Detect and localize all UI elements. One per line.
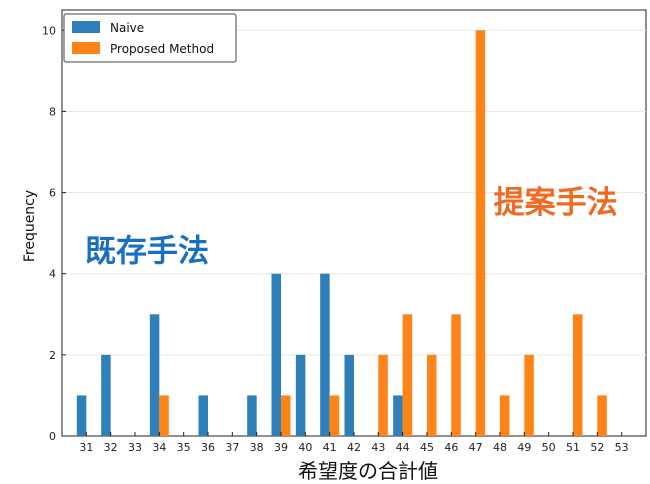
x-ticks: 31 32 33 34 35 36 37 38 39 40 41 42 43 44 45 46 47 48 49 50…	[79, 432, 629, 454]
x-tick-label: 40	[298, 441, 312, 454]
bar-proposed	[427, 354, 437, 436]
bar-proposed	[524, 354, 534, 436]
x-tick-label: 37	[225, 441, 239, 454]
y-axis-label: Frequency	[22, 190, 38, 262]
x-tick-label: 43	[371, 441, 385, 454]
bar-naive	[247, 395, 257, 436]
x-tick-label: 51	[566, 441, 580, 454]
x-tick-label: 35	[177, 441, 191, 454]
bar-naive	[295, 354, 306, 436]
x-tick-label: 48	[493, 441, 507, 454]
bar-proposed	[500, 395, 510, 436]
bar-proposed	[159, 395, 169, 436]
y-tick-label: 4	[49, 268, 56, 281]
bar-proposed	[402, 314, 413, 436]
bar-naive	[320, 273, 330, 436]
y-tick-label: 8	[49, 105, 56, 118]
x-tick-label: 42	[347, 441, 361, 454]
legend-swatch-proposed	[72, 42, 100, 54]
legend-label-proposed: Proposed Method	[110, 42, 214, 56]
annotation-existing-method: 既存手法	[85, 234, 209, 270]
y-tick-label: 0	[49, 430, 56, 443]
x-tick-label: 47	[469, 441, 483, 454]
bar-naive	[149, 314, 160, 436]
x-tick-label: 53	[615, 441, 629, 454]
x-tick-label: 39	[274, 441, 288, 454]
bar-proposed	[573, 314, 583, 436]
bar-naive	[344, 354, 354, 436]
x-tick-label: 31	[79, 441, 93, 454]
x-tick-label: 44	[396, 441, 410, 454]
legend: Naive Proposed Method	[63, 13, 237, 63]
bar-naive	[198, 395, 208, 436]
x-tick-label: 38	[250, 441, 264, 454]
bar-proposed	[281, 395, 291, 436]
x-tick-label: 36	[201, 441, 215, 454]
bars	[76, 30, 607, 437]
y-tick-label: 2	[49, 349, 56, 362]
legend-swatch-naive	[72, 21, 100, 33]
bar-naive	[101, 354, 111, 436]
x-tick-label: 32	[104, 441, 118, 454]
legend-box	[63, 13, 237, 63]
bar-proposed	[475, 30, 486, 437]
x-tick-label: 33	[128, 441, 142, 454]
bar-proposed	[329, 395, 340, 436]
annotation-proposed-method: 提案手法	[494, 185, 618, 221]
x-tick-label: 45	[420, 441, 434, 454]
x-tick-label: 50	[542, 441, 556, 454]
legend-label-naive: Naive	[110, 21, 144, 35]
x-tick-label: 34	[152, 441, 166, 454]
y-ticks: 0 2 4 6 8 10	[42, 24, 66, 443]
x-axis-label: 希望度の合計値	[298, 459, 438, 483]
bar-proposed	[597, 395, 607, 436]
x-tick-label: 52	[590, 441, 604, 454]
bar-proposed	[451, 314, 461, 436]
y-tick-label: 10	[42, 24, 56, 37]
x-tick-label: 49	[517, 441, 531, 454]
bar-naive	[393, 395, 403, 436]
x-tick-label: 46	[444, 441, 458, 454]
bar-proposed	[378, 354, 388, 436]
bar-naive	[271, 273, 281, 436]
y-tick-label: 6	[49, 187, 56, 200]
x-tick-label: 41	[323, 441, 337, 454]
bar-naive	[76, 395, 87, 436]
